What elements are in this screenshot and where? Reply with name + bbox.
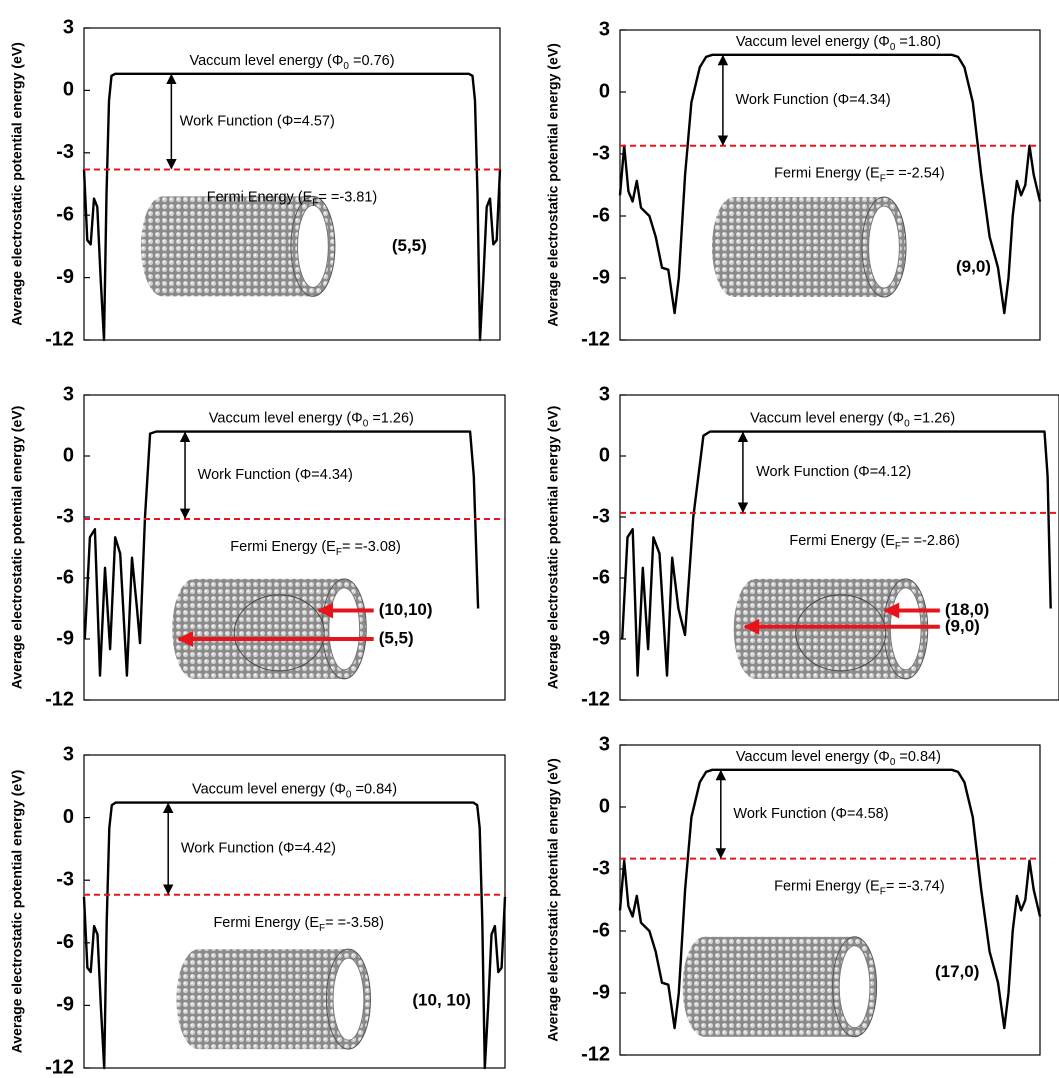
panel: 3 0 -3 -6 -9 -12 Average electrostatic potenti…	[545, 733, 1040, 1065]
y-tick-label: -3	[592, 505, 610, 527]
work-function-label: Work Function (Φ=4.12)	[756, 464, 911, 480]
y-tick-label: -12	[581, 688, 610, 710]
vacuum-label: Vaccum level energy (Φ0 =0.84)	[736, 749, 941, 768]
y-tick-label: -12	[45, 328, 74, 350]
y-axis-label: Average electrostatic potential energy (…	[9, 770, 25, 1053]
y-tick-label: -9	[56, 994, 74, 1016]
tube-label: (9,0)	[956, 257, 991, 276]
tube-end	[683, 937, 727, 1037]
tube-end	[141, 196, 185, 296]
tube-label: (5,5)	[379, 628, 414, 647]
tube-inside	[890, 588, 921, 670]
vacuum-label: Vaccum level energy (Φ0 =0.76)	[189, 53, 394, 72]
tube-inside	[333, 958, 364, 1040]
y-axis-label: Average electrostatic potential energy (…	[9, 42, 25, 325]
y-axis-label: Average electrostatic potential energy (…	[545, 758, 561, 1041]
y-tick-label: -6	[56, 203, 74, 225]
y-tick-label: 0	[599, 444, 610, 466]
y-tick-label: -9	[592, 981, 610, 1003]
tube-label: (5,5)	[392, 236, 427, 255]
y-tick-label: -6	[56, 566, 74, 588]
tube-inside	[329, 588, 360, 670]
y-tick-label: -6	[592, 566, 610, 588]
work-function-label: Work Function (Φ=4.58)	[733, 806, 888, 822]
tube-inside	[839, 946, 870, 1028]
panel: 3 0 -3 -6 -9 -12 Average electrostatic potenti…	[9, 383, 505, 710]
inner-tube	[796, 595, 886, 671]
tube-inside	[298, 205, 329, 287]
panel: 3 0 -3 -6 -9 -12 Average electrostatic potenti…	[9, 16, 500, 350]
tube-inside	[869, 206, 900, 288]
fermi-label: Fermi Energy (EF= =-3.74)	[774, 878, 945, 897]
y-tick-label: -12	[581, 1043, 610, 1065]
y-axis-label: Average electrostatic potential energy (…	[545, 43, 561, 326]
tube-body	[163, 196, 313, 296]
y-tick-label: 3	[63, 16, 74, 38]
vacuum-label: Vaccum level energy (Φ0 =1.80)	[736, 34, 941, 53]
tube-end	[712, 197, 756, 297]
work-function-label: Work Function (Φ=4.57)	[180, 113, 335, 129]
y-tick-label: 3	[63, 743, 74, 765]
y-tick-label: -6	[56, 931, 74, 953]
y-tick-label: 3	[599, 733, 610, 755]
vacuum-label: Vaccum level energy (Φ0 =1.26)	[750, 410, 955, 429]
y-tick-label: -9	[592, 627, 610, 649]
work-function-label: Work Function (Φ=4.34)	[736, 92, 891, 108]
y-tick-label: -3	[56, 141, 74, 163]
y-tick-label: -12	[45, 1056, 74, 1078]
y-tick-label: -3	[592, 142, 610, 164]
y-tick-label: -12	[581, 328, 610, 350]
y-tick-label: -6	[592, 919, 610, 941]
y-axis-label: Average electrostatic potential energy (…	[545, 406, 561, 689]
y-tick-label: -9	[56, 266, 74, 288]
fermi-label: Fermi Energy (EF= =-2.54)	[774, 166, 945, 185]
panel: 3 0 -3 -6 -9 -12 Average electrostatic potenti…	[9, 743, 505, 1078]
y-axis-label: Average electrostatic potential energy (…	[9, 406, 25, 689]
vacuum-label: Vaccum level energy (Φ0 =1.26)	[209, 410, 414, 429]
y-tick-label: -9	[592, 266, 610, 288]
fermi-label: Fermi Energy (EF= =-2.86)	[789, 533, 960, 552]
inner-tube	[234, 595, 324, 671]
y-tick-label: 0	[63, 444, 74, 466]
vacuum-label: Vaccum level energy (Φ0 =0.84)	[192, 781, 397, 800]
tube-label: (10, 10)	[412, 991, 471, 1010]
tube-label: (17,0)	[935, 962, 979, 981]
y-tick-label: 0	[63, 806, 74, 828]
tube-end	[734, 579, 778, 679]
y-tick-label: 3	[599, 18, 610, 40]
y-tick-label: -3	[56, 505, 74, 527]
work-function-label: Work Function (Φ=4.42)	[181, 841, 336, 857]
y-tick-label: 0	[599, 795, 610, 817]
tube-end	[172, 579, 216, 679]
y-tick-label: 3	[63, 383, 74, 405]
y-tick-label: 0	[63, 79, 74, 101]
tube-label: (10,10)	[379, 600, 433, 619]
y-tick-label: -3	[592, 857, 610, 879]
y-tick-label: -6	[592, 204, 610, 226]
panel: 3 0 -3 -6 -9 -12 Average electrostatic potenti…	[545, 18, 1040, 350]
panel: 3 0 -3 -6 -9 -12 Average electrostatic potenti…	[545, 383, 1059, 710]
tube-end	[176, 949, 220, 1049]
work-function-label: Work Function (Φ=4.34)	[198, 467, 353, 483]
tube-label: (9,0)	[945, 616, 980, 635]
fermi-label: Fermi Energy (EF= =-3.08)	[230, 539, 401, 558]
y-tick-label: 0	[599, 80, 610, 102]
figure: 3 0 -3 -6 -9 -12 Average electrostatic potenti…	[0, 0, 1059, 1078]
y-tick-label: 3	[599, 383, 610, 405]
fermi-label: Fermi Energy (EF= =-3.58)	[213, 915, 384, 934]
y-tick-label: -3	[56, 868, 74, 890]
y-tick-label: -9	[56, 627, 74, 649]
y-tick-label: -12	[45, 688, 74, 710]
